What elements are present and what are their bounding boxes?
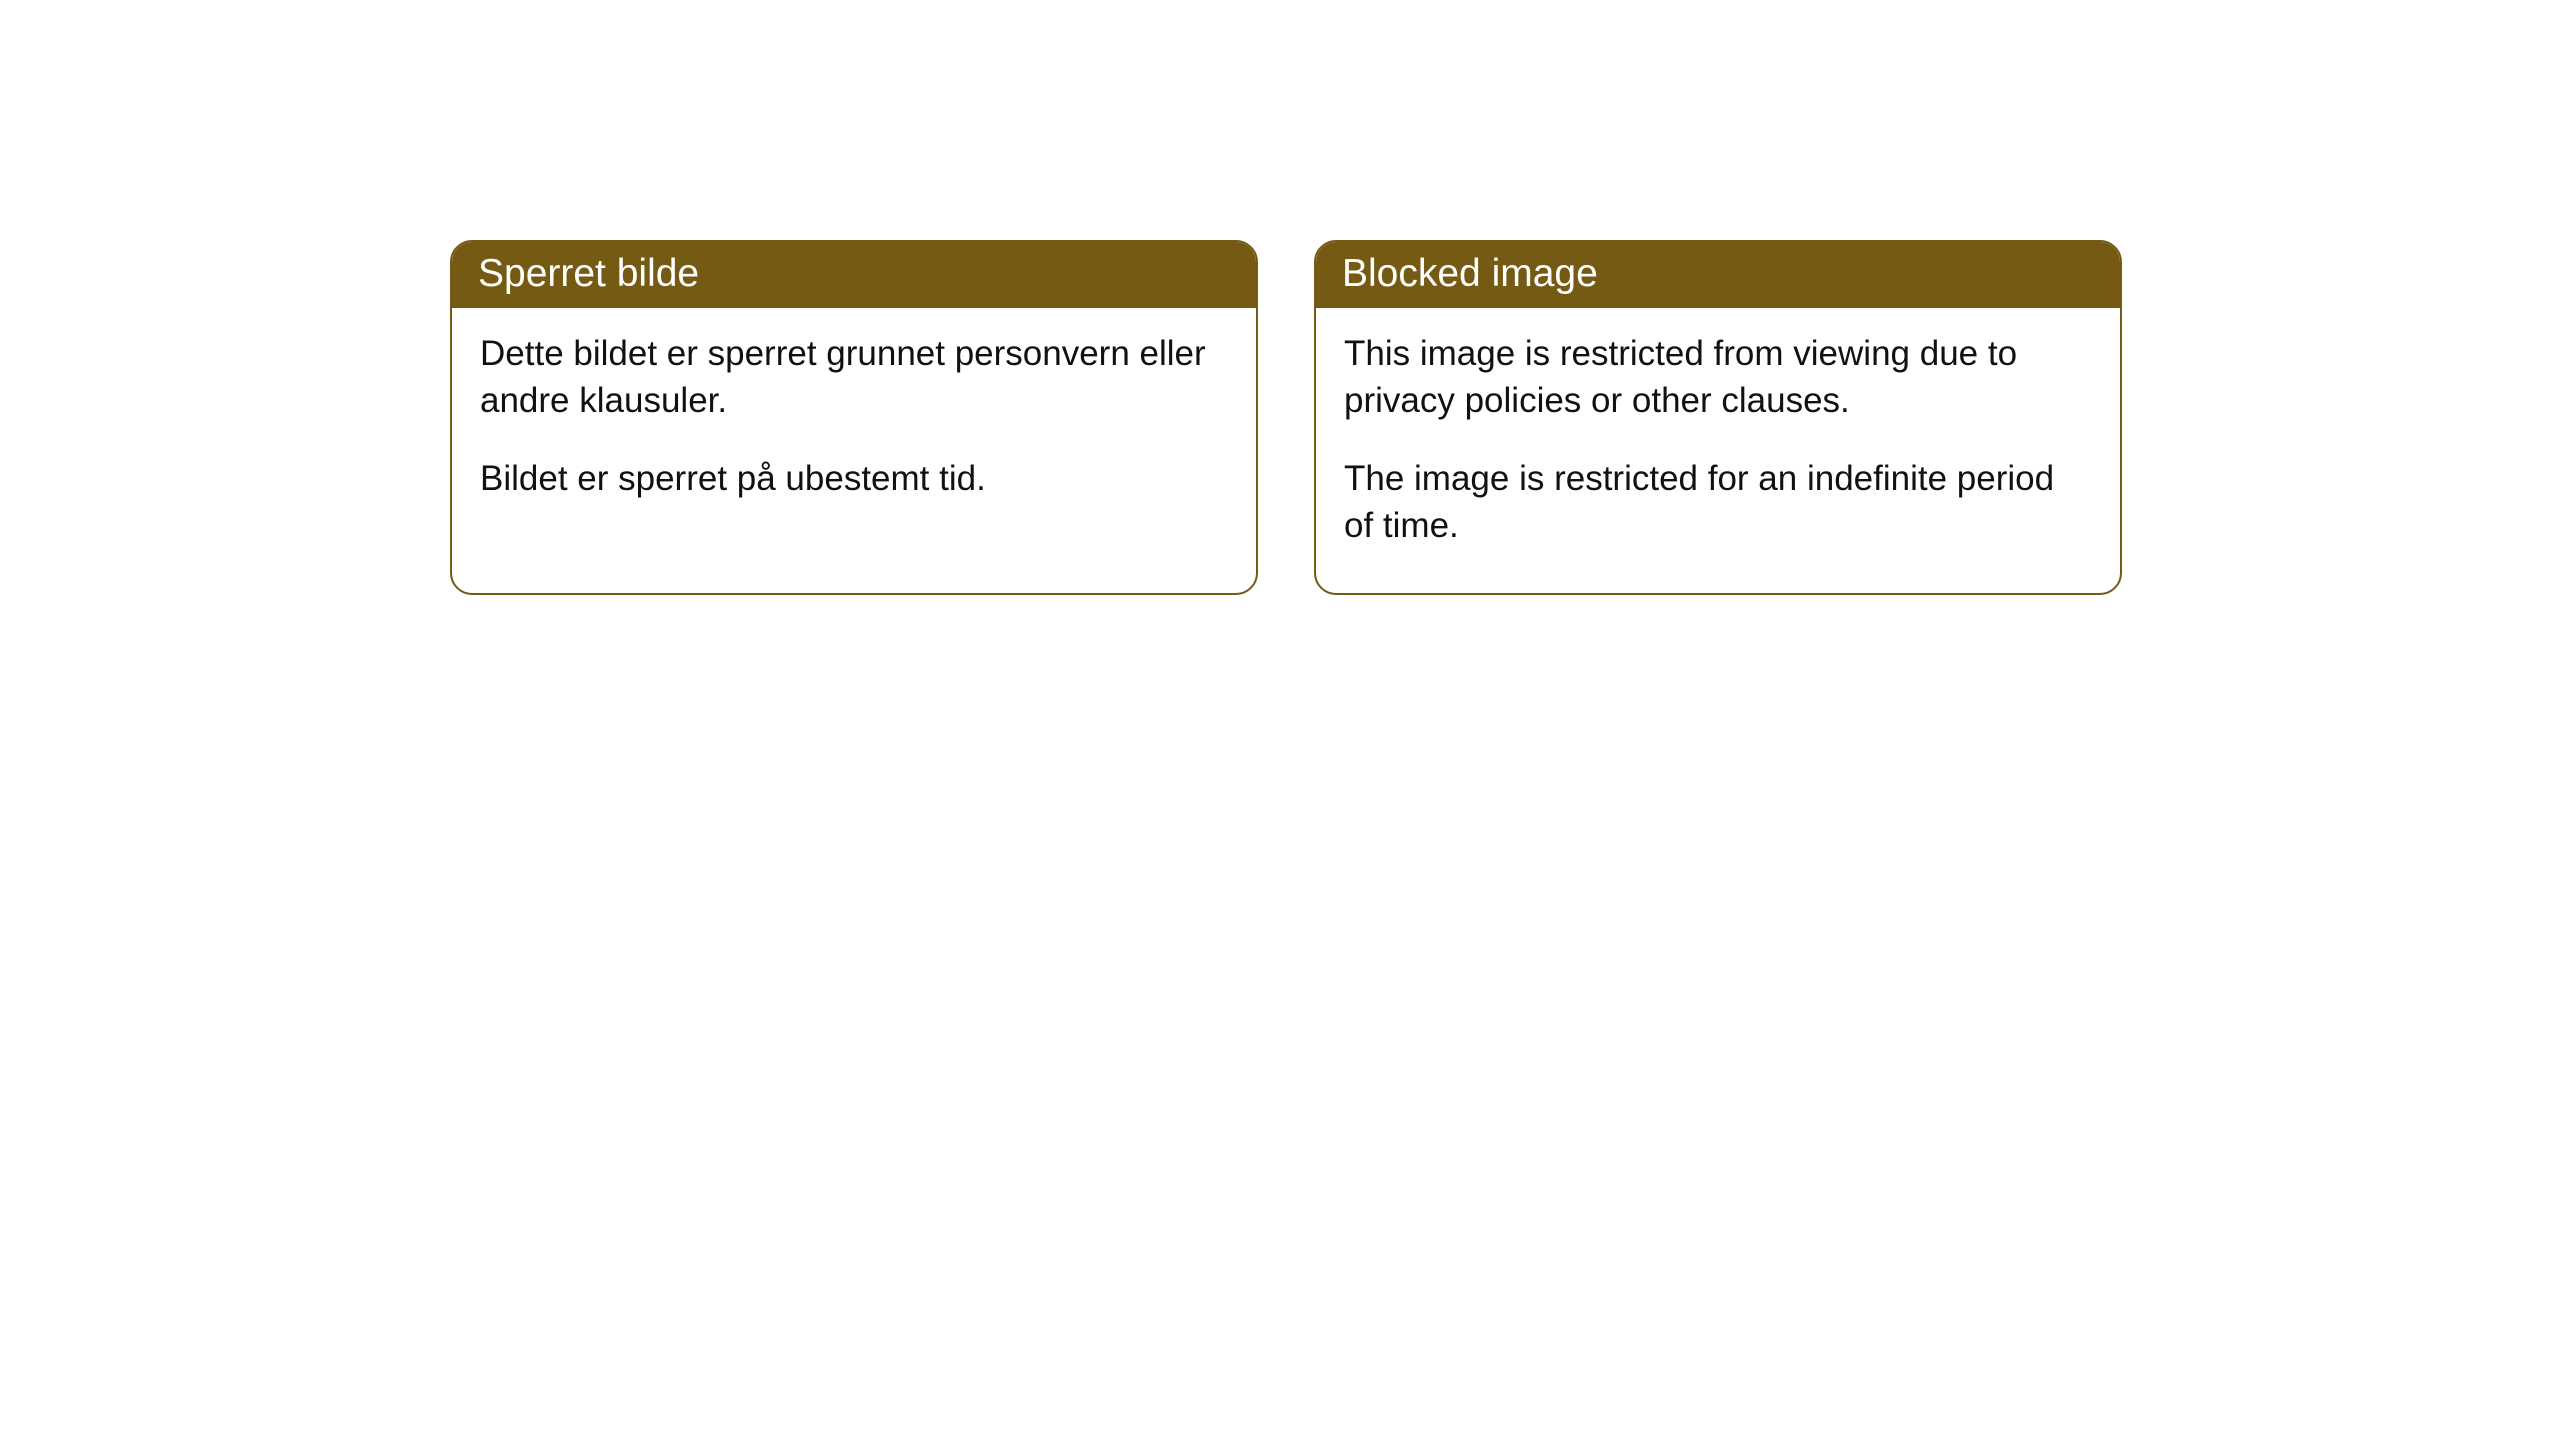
blocked-image-card-english: Blocked image This image is restricted f…: [1314, 240, 2122, 595]
blocked-image-card-norwegian: Sperret bilde Dette bildet er sperret gr…: [450, 240, 1258, 595]
card-header: Blocked image: [1316, 242, 2120, 308]
card-paragraph: This image is restricted from viewing du…: [1344, 330, 2092, 425]
card-body: This image is restricted from viewing du…: [1316, 308, 2120, 593]
card-header: Sperret bilde: [452, 242, 1256, 308]
card-paragraph: The image is restricted for an indefinit…: [1344, 455, 2092, 550]
card-paragraph: Dette bildet er sperret grunnet personve…: [480, 330, 1228, 425]
cards-container: Sperret bilde Dette bildet er sperret gr…: [450, 240, 2122, 595]
card-body: Dette bildet er sperret grunnet personve…: [452, 308, 1256, 546]
card-paragraph: Bildet er sperret på ubestemt tid.: [480, 455, 1228, 502]
